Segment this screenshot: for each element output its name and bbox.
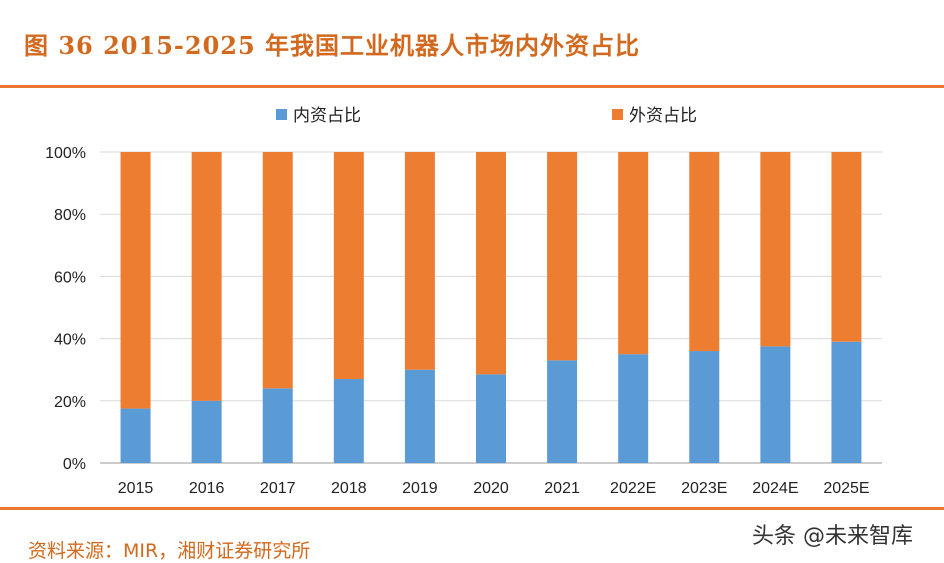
x-tick-label: 2018 <box>331 480 367 497</box>
source-note: 资料来源：MIR，湘财证券研究所 <box>28 540 311 562</box>
x-tick-label: 2024E <box>752 480 798 497</box>
y-tick-label: 40% <box>54 332 86 349</box>
bar-domestic-share <box>760 346 791 463</box>
top-divider <box>0 85 944 88</box>
bar-foreign-share <box>831 152 862 342</box>
y-tick-label: 100% <box>45 145 86 162</box>
bar-foreign-share <box>689 152 720 352</box>
bar-domestic-share <box>333 379 364 463</box>
legend-swatch <box>612 109 623 120</box>
stacked-bar-chart: 0%20%40%60%80%100% 2015 2016 2017 2018 2019 2… <box>45 106 882 497</box>
x-tick-label: 2025E <box>823 480 869 497</box>
x-tick-label: 2021 <box>544 480 580 497</box>
bar-foreign-share <box>191 152 222 401</box>
legend-label: 内资占比 <box>293 106 361 126</box>
bar-foreign-share <box>476 152 506 375</box>
bar-domestic-share <box>262 388 293 463</box>
bar-domestic-share <box>547 360 578 463</box>
bars <box>120 152 862 463</box>
bar-domestic-share <box>831 341 862 463</box>
x-tick-label: 2019 <box>402 480 438 497</box>
watermark: 头条 @未来智库 <box>752 524 913 549</box>
bar-domestic-share <box>404 369 435 463</box>
x-tick-labels: 2015 2016 2017 2018 2019 2020 2021 2022E 2023E 20… <box>118 480 870 497</box>
x-tick-label: 2017 <box>260 480 296 497</box>
bar-domestic-share <box>120 408 151 463</box>
y-tick-label: 60% <box>54 269 86 286</box>
y-tick-label: 80% <box>54 207 86 224</box>
bar-domestic-share <box>476 374 506 463</box>
bar-foreign-share <box>333 152 364 380</box>
legend: 内资占比 外资占比 <box>276 106 697 126</box>
x-tick-label: 2022E <box>610 480 656 497</box>
chart-title: 图 36 2015-2025 年我国工业机器人市场内外资占比 <box>24 31 641 60</box>
bar-domestic-share <box>191 400 222 463</box>
legend-swatch <box>276 109 287 120</box>
x-tick-label: 2023E <box>681 480 727 497</box>
x-tick-label: 2015 <box>118 480 154 497</box>
bar-foreign-share <box>760 152 791 347</box>
bar-foreign-share <box>262 152 293 389</box>
bottom-divider <box>0 507 944 510</box>
bar-domestic-share <box>689 351 720 463</box>
y-tick-label: 0% <box>63 456 86 473</box>
bar-foreign-share <box>547 152 578 361</box>
x-tick-label: 2020 <box>473 480 509 497</box>
bar-foreign-share <box>618 152 649 355</box>
bar-foreign-share <box>120 152 151 409</box>
bar-domestic-share <box>618 354 649 463</box>
legend-label: 外资占比 <box>629 106 697 126</box>
y-tick-label: 20% <box>54 394 86 411</box>
y-tick-labels: 0% 20% 40% 60% 80% 100% <box>45 145 86 473</box>
x-tick-label: 2016 <box>189 480 225 497</box>
bar-foreign-share <box>404 152 435 370</box>
